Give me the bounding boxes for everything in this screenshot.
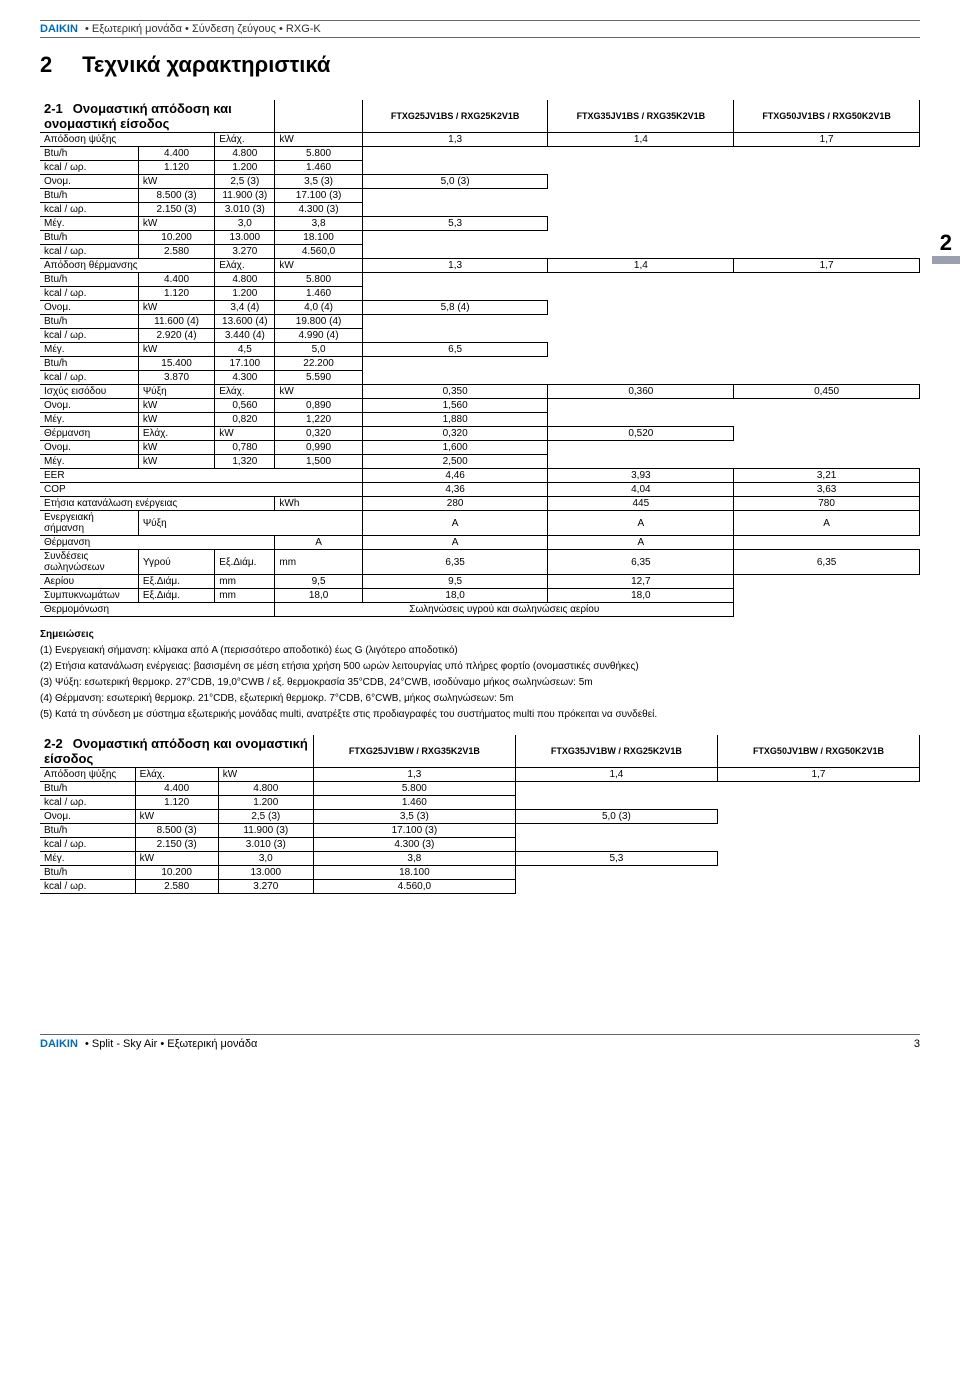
note-line: (2) Ετήσια κατανάλωση ενέργειας: βασισμέ… bbox=[40, 659, 920, 675]
table-2-1: 2-1Ονομαστική απόδοση και ονομαστική είσ… bbox=[40, 100, 920, 617]
footer-page-number: 3 bbox=[914, 1038, 920, 1050]
table-2-2: 2-2Ονομαστική απόδοση και ονομαστική είσ… bbox=[40, 735, 920, 894]
section-title: 2 Τεχνικά χαρακτηριστικά bbox=[40, 52, 920, 78]
note-line: (5) Κατά τη σύνδεση με σύστημα εξωτερική… bbox=[40, 707, 920, 723]
section-number: 2 bbox=[40, 52, 76, 78]
footer-text: • Split - Sky Air • Εξωτερική μονάδα bbox=[85, 1038, 257, 1050]
note-line: (1) Ενεργειακή σήμανση: κλίμακα από A (π… bbox=[40, 643, 920, 659]
notes-block: Σημειώσεις (1) Ενεργειακή σήμανση: κλίμα… bbox=[40, 627, 920, 723]
margin-stripe bbox=[932, 256, 960, 264]
note-line: (3) Ψύξη: εσωτερική θερμοκρ. 27°CDB, 19,… bbox=[40, 675, 920, 691]
section-title-text: Τεχνικά χαρακτηριστικά bbox=[82, 52, 330, 77]
footer-brand-logo: DAIKIN bbox=[40, 1038, 78, 1050]
notes-heading: Σημειώσεις bbox=[40, 627, 920, 643]
note-line: (4) Θέρμανση: εσωτερική θερμοκρ. 21°CDB,… bbox=[40, 691, 920, 707]
margin-chapter-number: 2 bbox=[940, 230, 952, 256]
page-footer: DAIKIN • Split - Sky Air • Εξωτερική μον… bbox=[40, 1034, 920, 1050]
page-header: DAIKIN • Εξωτερική μονάδα • Σύνδεση ζεύγ… bbox=[40, 20, 920, 38]
brand-logo: DAIKIN bbox=[40, 23, 78, 35]
breadcrumb: • Εξωτερική μονάδα • Σύνδεση ζεύγους • R… bbox=[85, 23, 321, 35]
